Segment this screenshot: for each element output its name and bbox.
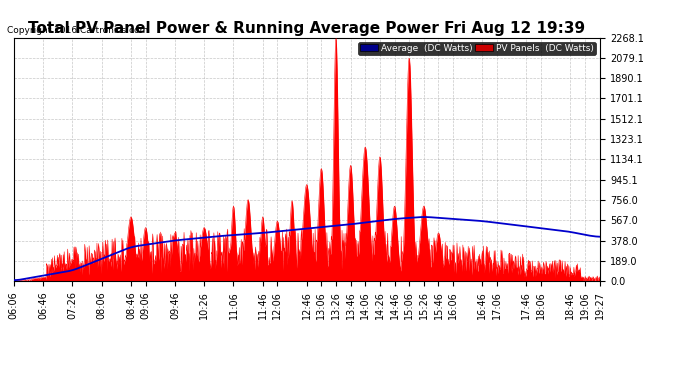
Title: Total PV Panel Power & Running Average Power Fri Aug 12 19:39: Total PV Panel Power & Running Average P… [28, 21, 586, 36]
Text: Copyright 2016 Cartronics.com: Copyright 2016 Cartronics.com [7, 26, 148, 35]
Legend: Average  (DC Watts), PV Panels  (DC Watts): Average (DC Watts), PV Panels (DC Watts) [358, 42, 595, 55]
